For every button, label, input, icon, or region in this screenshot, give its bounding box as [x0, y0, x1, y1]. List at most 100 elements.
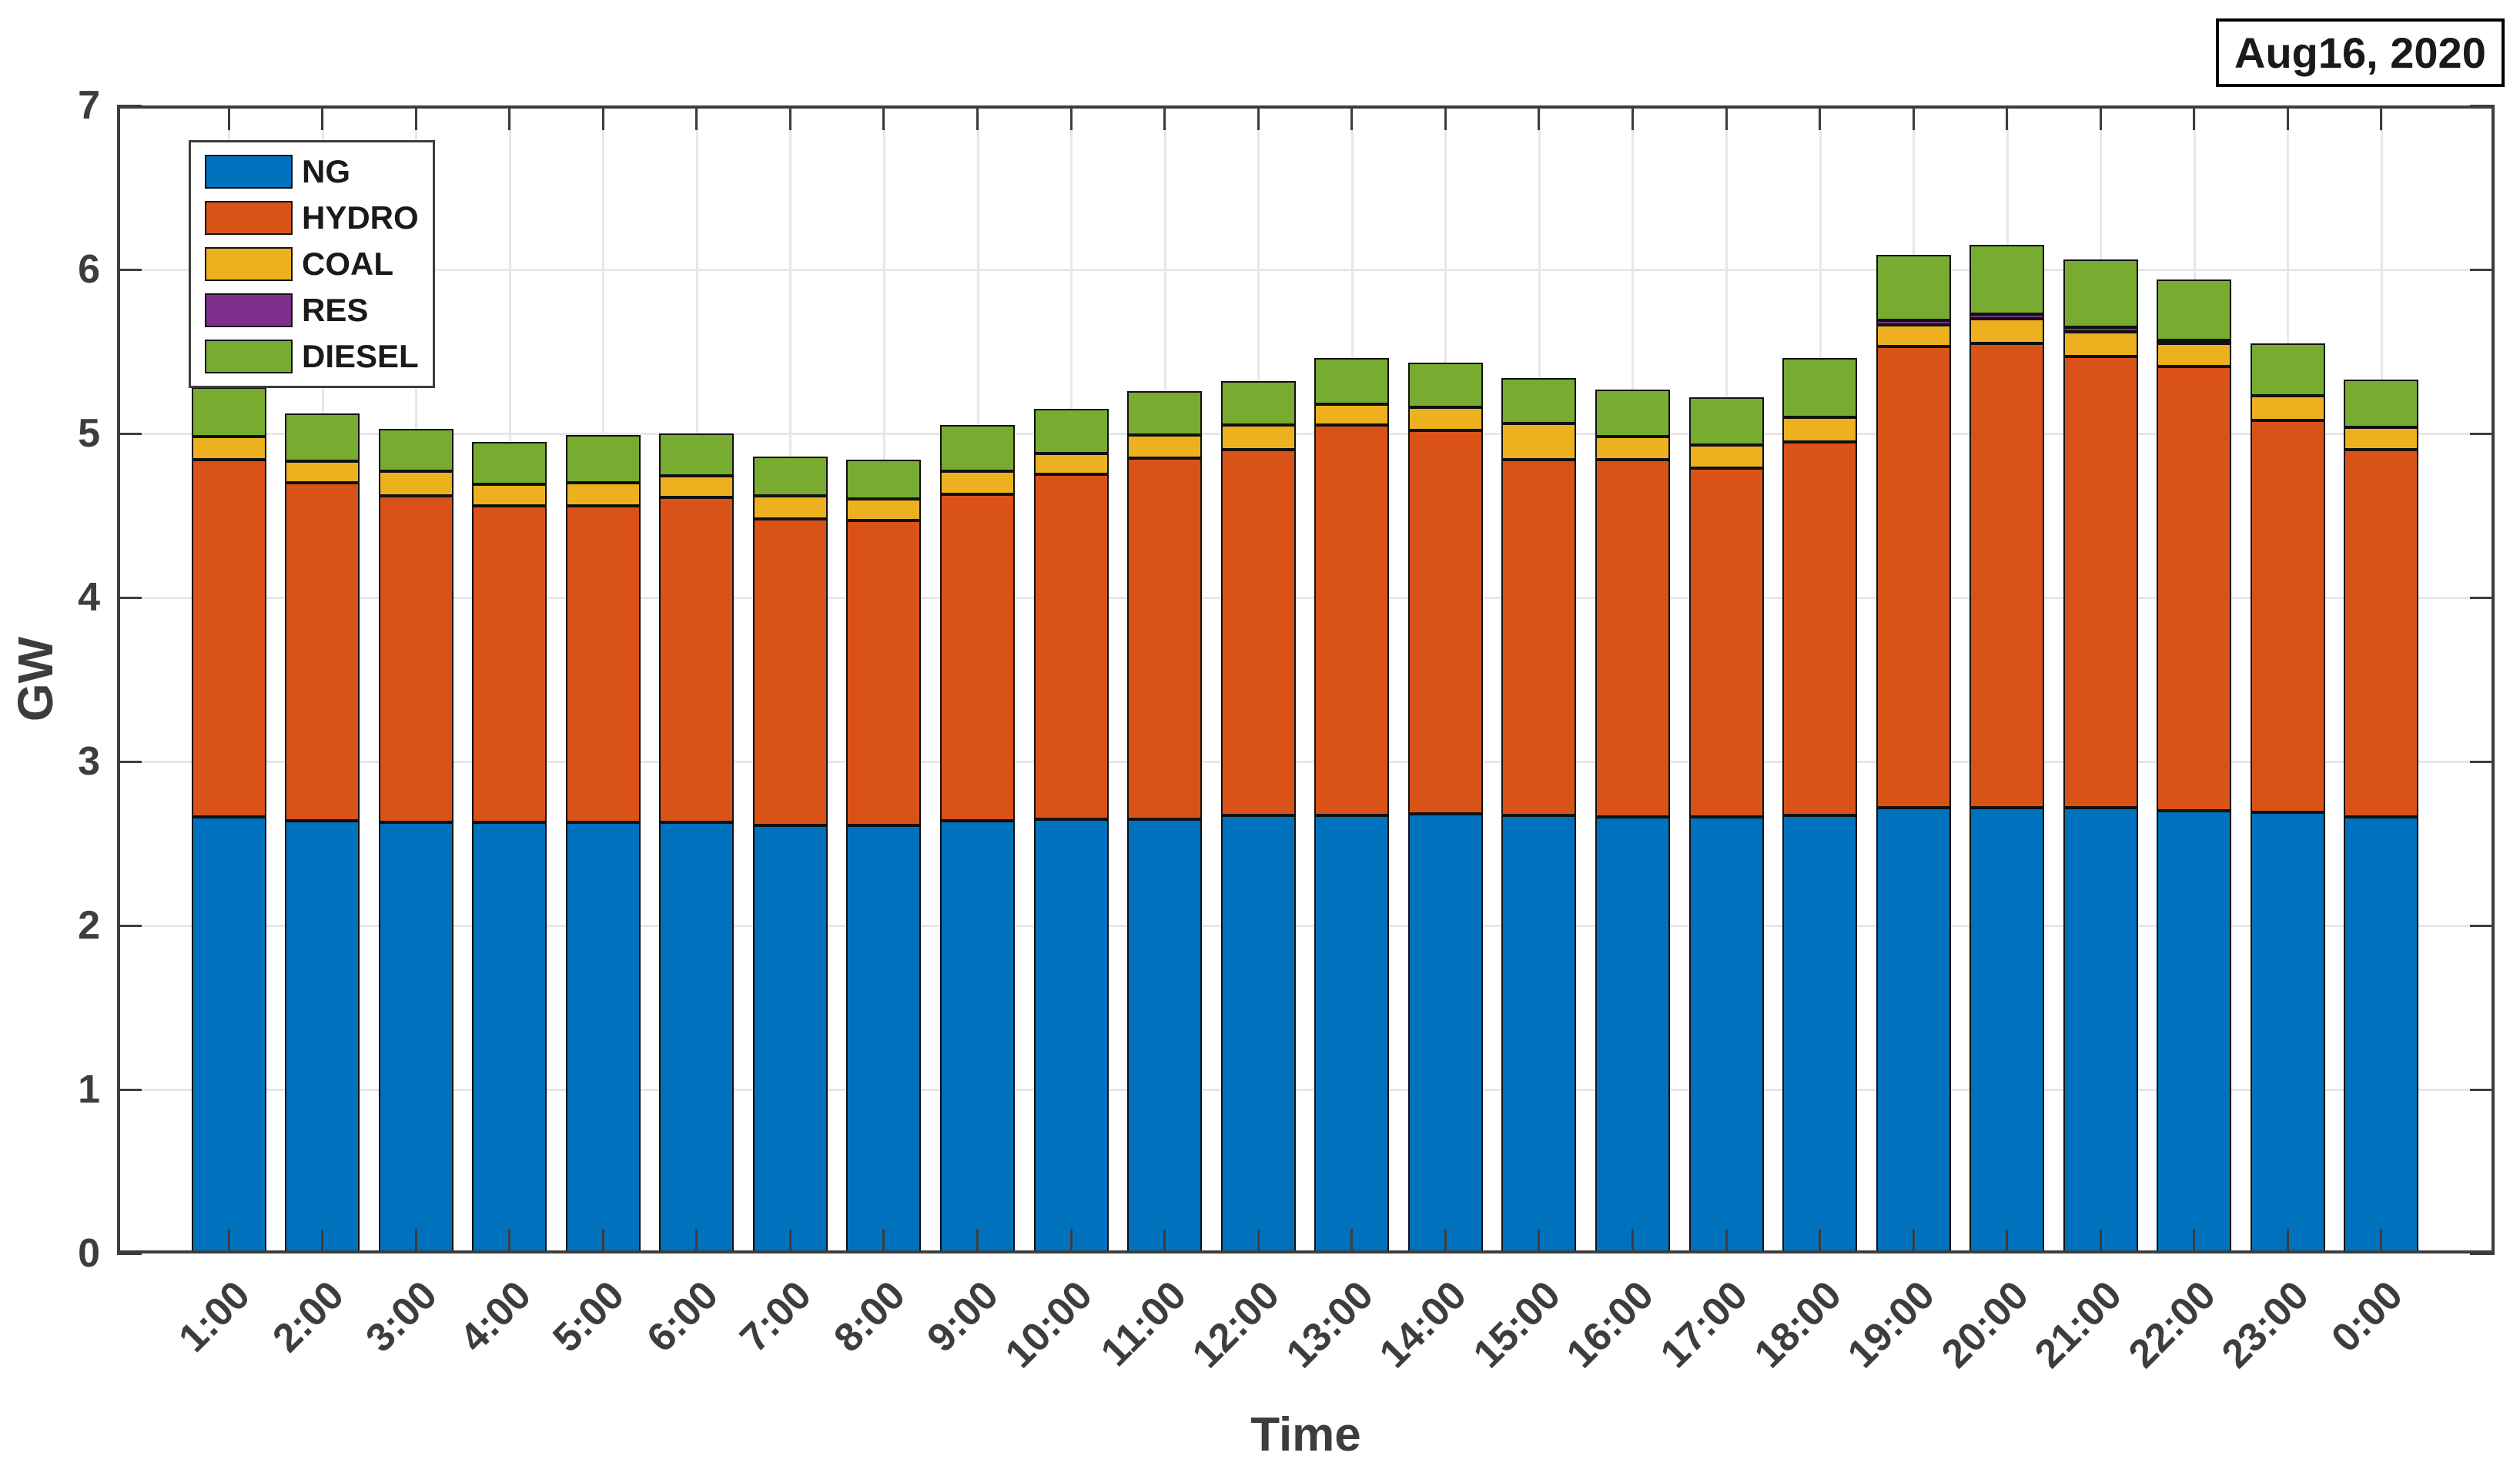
bar-segment-ng [1220, 815, 1296, 1253]
bar-segment-ng [1033, 818, 1109, 1253]
legend: NG HYDRO COAL RES DIESEL [189, 140, 435, 388]
bar-segment-coal [846, 499, 922, 520]
bar-segment-hydro [1220, 450, 1296, 816]
x-tick-label: 9:00 [919, 1272, 1008, 1361]
bar-11:00 [1127, 390, 1203, 1253]
bar-segment-ng [2344, 817, 2419, 1253]
bar-1:00 [191, 387, 266, 1253]
bar-segment-diesel [191, 387, 266, 437]
y-tick-label: 7 [78, 83, 100, 128]
bar-8:00 [846, 460, 922, 1253]
bar-segment-coal [285, 461, 360, 483]
x-tick-label: 16:00 [1558, 1272, 1663, 1377]
bar-segment-coal [1033, 453, 1109, 475]
y-tick-label: 1 [78, 1067, 100, 1112]
bar-segment-diesel [378, 428, 453, 472]
legend-item-res: RES [205, 292, 419, 329]
bar-12:00 [1220, 380, 1296, 1253]
h-gridline [117, 1089, 2495, 1091]
bar-segment-coal [472, 484, 547, 506]
bar-10:00 [1033, 409, 1109, 1253]
bar-segment-diesel [1314, 358, 1390, 404]
y-tick-label: 2 [78, 903, 100, 948]
x-tick-label: 2:00 [263, 1272, 353, 1361]
bar-segment-hydro [752, 518, 828, 826]
bar-segment-hydro [285, 482, 360, 821]
bar-23:00 [2250, 343, 2325, 1253]
bar-segment-diesel [1969, 245, 2045, 314]
bar-segment-diesel [285, 413, 360, 462]
bar-segment-hydro [1876, 346, 1951, 808]
bar-3:00 [378, 428, 453, 1253]
bar-segment-coal [1595, 437, 1670, 460]
bar-segment-hydro [659, 497, 735, 822]
legend-swatch [205, 340, 293, 373]
date-label: Aug16, 2020 [2234, 28, 2486, 77]
x-tick-label: 23:00 [2214, 1272, 2318, 1377]
bar-segment-coal [2344, 427, 2419, 450]
bar-segment-res [2063, 326, 2138, 332]
bar-segment-hydro [2063, 356, 2138, 808]
bar-segment-diesel [1127, 390, 1203, 436]
h-gridline [117, 925, 2495, 927]
bar-segment-res [2157, 340, 2232, 343]
bar-segment-coal [1127, 435, 1203, 458]
bar-segment-coal [1969, 318, 2045, 343]
bar-segment-ng [1127, 818, 1203, 1253]
y-tick-label: 3 [78, 739, 100, 784]
legend-swatch [205, 247, 293, 281]
bar-segment-ng [1688, 817, 1764, 1253]
bar-segment-hydro [1407, 430, 1483, 815]
bar-17:00 [1688, 397, 1764, 1253]
bar-segment-diesel [2157, 279, 2232, 340]
bar-segment-res [1876, 320, 1951, 326]
bar-segment-hydro [1033, 474, 1109, 819]
x-tick-label: 14:00 [1371, 1272, 1476, 1377]
bar-0:00 [2344, 379, 2419, 1253]
y-tick-label: 6 [78, 247, 100, 292]
bar-segment-hydro [1127, 457, 1203, 819]
bar-segment-coal [1501, 423, 1577, 460]
bar-segment-hydro [2250, 420, 2325, 813]
bar-segment-hydro [191, 460, 266, 818]
bar-22:00 [2157, 279, 2232, 1253]
legend-label: COAL [302, 246, 393, 282]
x-tick-label: 8:00 [825, 1272, 914, 1361]
legend-item-hydro: HYDRO [205, 199, 419, 236]
bar-segment-diesel [1782, 358, 1858, 417]
bar-segment-hydro [1969, 343, 2045, 808]
bar-segment-diesel [1220, 380, 1296, 426]
bar-segment-coal [940, 471, 1016, 494]
legend-item-coal: COAL [205, 246, 419, 283]
x-tick-label: 7:00 [731, 1272, 821, 1361]
bar-segment-ng [472, 822, 547, 1253]
bar-segment-hydro [2344, 450, 2419, 818]
bar-14:00 [1407, 363, 1483, 1253]
x-tick-label: 4:00 [450, 1272, 540, 1361]
bar-segment-coal [1220, 425, 1296, 450]
x-tick-label: 6:00 [638, 1272, 727, 1361]
bar-segment-coal [2250, 396, 2325, 420]
bar-segment-ng [940, 820, 1016, 1253]
y-tick-label: 0 [78, 1231, 100, 1276]
y-axis-label: GW [8, 636, 63, 722]
bar-7:00 [752, 456, 828, 1253]
bar-segment-hydro [1782, 441, 1858, 816]
h-gridline [117, 269, 2495, 271]
bar-segment-diesel [1033, 409, 1109, 454]
bar-segment-ng [1501, 815, 1577, 1253]
bar-segment-coal [1782, 417, 1858, 442]
bars [117, 105, 2495, 1253]
legend-item-diesel: DIESEL [205, 338, 419, 375]
bar-segment-hydro [1688, 467, 1764, 818]
bar-6:00 [659, 433, 735, 1253]
h-gridline [117, 761, 2495, 763]
plot-area: NG HYDRO COAL RES DIESEL [117, 104, 2495, 1255]
x-tick-label: 12:00 [1184, 1272, 1289, 1377]
bar-segment-diesel [846, 460, 922, 500]
bar-segment-ng [1782, 815, 1858, 1253]
bar-segment-diesel [1501, 377, 1577, 424]
x-tick-label: 15:00 [1464, 1272, 1569, 1377]
legend-swatch [205, 293, 293, 327]
h-gridline [117, 433, 2495, 435]
